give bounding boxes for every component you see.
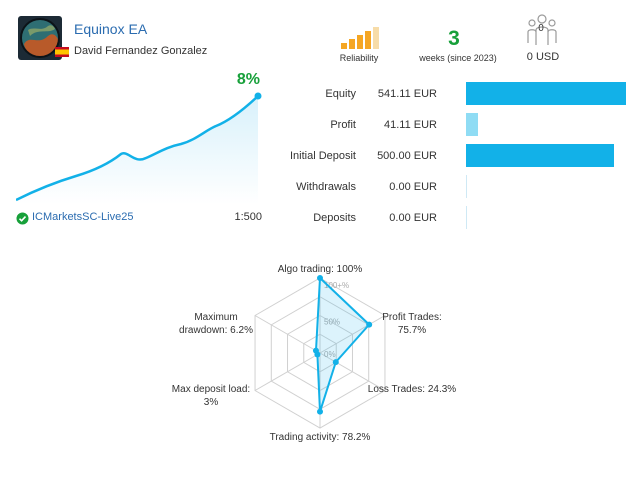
radar-data-point: [332, 359, 339, 366]
radar-chart: 100+% 50% 0% Algo trading: 100% Profit Trade…: [0, 252, 640, 457]
radar-axis-label: Trading activity: 78.2%: [270, 432, 371, 443]
subscribers-icon: [525, 13, 559, 52]
balance-row-value: 0.00 EUR: [389, 181, 437, 193]
balance-row-label: Initial Deposit: [289, 150, 356, 162]
reliability-bars-icon: [341, 27, 381, 54]
radar-axis-label: Max deposit load: 3%: [172, 384, 250, 408]
radar-data-point: [366, 321, 373, 328]
balance-bar: [466, 175, 467, 198]
balance-row-label: Equity: [325, 88, 356, 100]
spain-flag-icon: [55, 44, 69, 57]
radar-spoke: [254, 352, 321, 391]
balance-bar: [466, 82, 626, 105]
growth-percent: 8%: [236, 71, 260, 88]
reliability-bar: [365, 31, 371, 49]
signal-name-link[interactable]: Equinox EA: [74, 21, 148, 37]
growth-line: [15, 95, 259, 202]
balance-row-label: Profit: [330, 119, 356, 131]
reliability-label: Reliability: [339, 53, 379, 63]
radar-axis-label: Profit Trades: 75.7%: [382, 312, 441, 336]
radar-data-polygon: [314, 275, 371, 412]
signal-avatar[interactable]: [18, 16, 62, 60]
radar-data-point: [317, 275, 323, 281]
reliability-bar: [357, 35, 363, 49]
balance-row-value: 541.11 EUR: [377, 88, 437, 100]
reliability-bar: [349, 39, 355, 49]
radar-data-point: [317, 408, 323, 415]
balance-row-value: 500.00 EUR: [377, 150, 437, 162]
subscribers-usd: 0 USD: [526, 51, 560, 63]
radar-axis-label: Loss Trades: 24.3%: [368, 384, 456, 395]
weeks-value: 3: [448, 27, 460, 50]
broker-server-link[interactable]: ICMarketsSC-Live25: [32, 211, 134, 223]
growth-endpoint: [254, 92, 262, 100]
balance-row-value: 41.11 EUR: [384, 119, 437, 131]
balance-row-label: Deposits: [313, 212, 356, 224]
balance-bar: [466, 206, 467, 229]
subscribers-count: 0: [538, 23, 544, 34]
balance-row-label: Withdrawals: [296, 181, 356, 193]
radar-scale-label: 0%: [324, 350, 336, 359]
balance-bar: [466, 113, 478, 136]
radar-spoke: [319, 352, 386, 391]
radar-spoke: [254, 315, 321, 354]
radar-axis-label: Algo trading: 100%: [278, 264, 363, 275]
verified-check-icon: [16, 212, 29, 230]
radar-scale-label: 50%: [324, 318, 340, 327]
reliability-bar: [341, 43, 347, 49]
author-name[interactable]: David Fernandez Gonzalez: [74, 45, 208, 57]
radar-axis-label: Maximum drawdown: 6.2%: [179, 312, 253, 336]
weeks-label: weeks (since 2023): [419, 53, 497, 63]
balance-bar: [466, 144, 614, 167]
leverage-value: 1:500: [234, 211, 262, 223]
reliability-bar: [373, 27, 379, 49]
growth-chart[interactable]: [15, 92, 266, 209]
radar-scale-label: 100+%: [324, 281, 349, 290]
radar-data-point: [312, 347, 319, 354]
radar-spoke: [319, 315, 386, 354]
balance-row-value: 0.00 EUR: [389, 212, 437, 224]
